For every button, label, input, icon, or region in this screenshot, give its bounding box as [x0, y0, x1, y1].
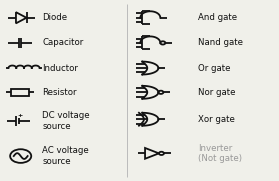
Text: Capacitor: Capacitor [42, 38, 84, 47]
Text: Nor gate: Nor gate [198, 88, 235, 97]
Text: DC voltage
source: DC voltage source [42, 111, 90, 131]
Text: Or gate: Or gate [198, 64, 230, 73]
Text: Resistor: Resistor [42, 88, 77, 97]
Text: Inverter
(Not gate): Inverter (Not gate) [198, 144, 242, 163]
Bar [11, 89, 29, 96]
Text: Diode: Diode [42, 13, 68, 22]
Text: Xor gate: Xor gate [198, 115, 235, 124]
Text: +: + [18, 113, 23, 118]
Text: Inductor: Inductor [42, 64, 78, 73]
Text: AC voltage
source: AC voltage source [42, 146, 89, 166]
Text: And gate: And gate [198, 13, 237, 22]
Text: Nand gate: Nand gate [198, 38, 243, 47]
